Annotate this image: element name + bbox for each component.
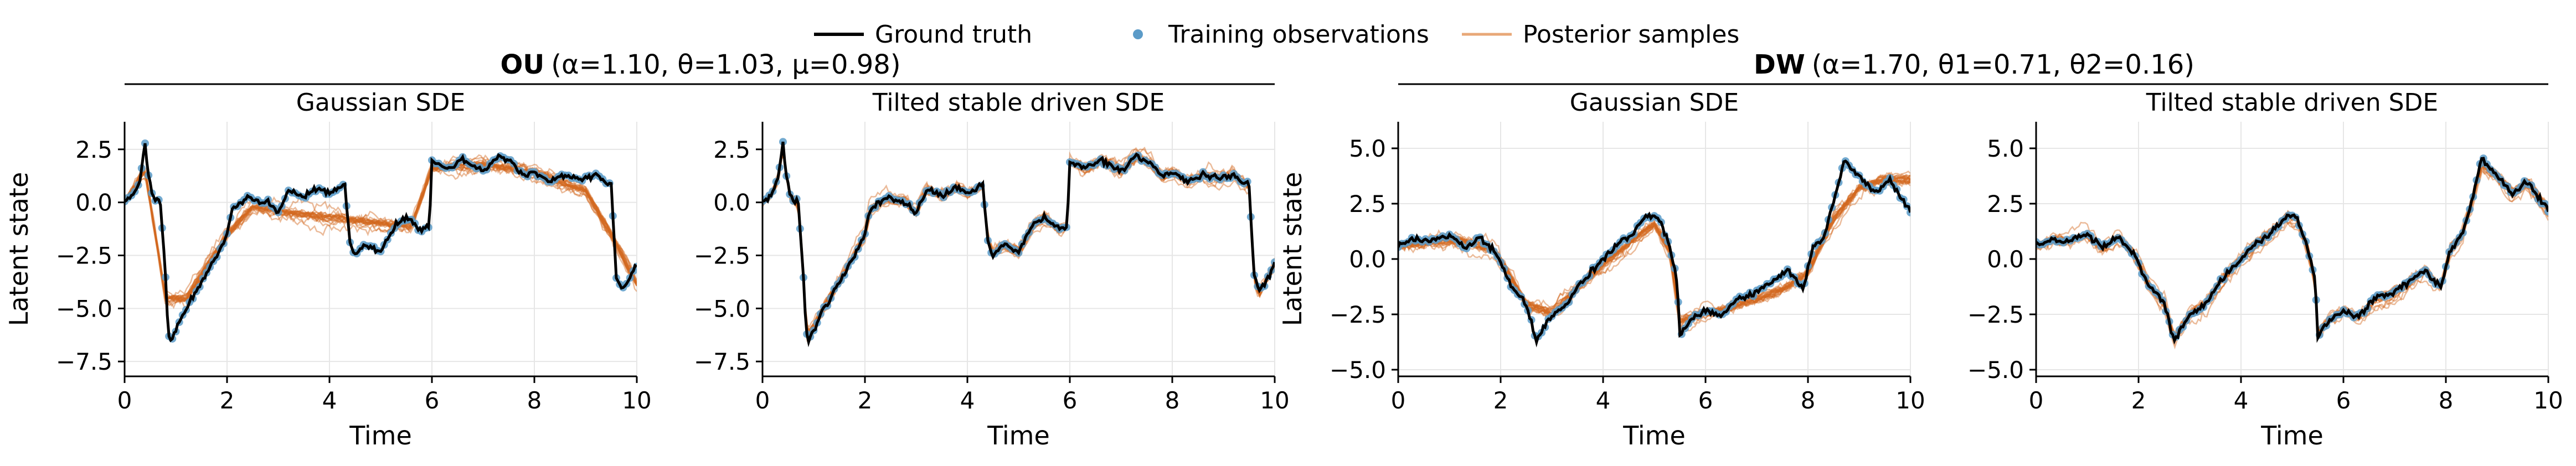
x-tick-label: 6 — [425, 387, 440, 414]
x-tick-label: 10 — [1260, 387, 1289, 414]
y-tick-label: −5.0 — [1967, 356, 2024, 384]
ground-truth-line — [1398, 159, 1910, 348]
x-tick-label: 0 — [117, 387, 132, 414]
x-tick-label: 2 — [2131, 387, 2146, 414]
y-tick-label: −7.5 — [694, 348, 750, 375]
x-tick-label: 0 — [755, 387, 770, 414]
group-title-ou-bold: OU — [500, 49, 544, 80]
posterior-sample-line — [2036, 164, 2548, 339]
posterior-sample-line — [2036, 165, 2548, 340]
posterior-sample-line — [125, 154, 637, 299]
group-title-dw-params: (α=1.70, θ1=0.71, θ2=0.16) — [1812, 49, 2194, 80]
ground-truth-line — [763, 141, 1275, 348]
x-tick-label: 8 — [2439, 387, 2454, 414]
training-observations — [125, 139, 637, 343]
x-tick-label: 4 — [960, 387, 975, 414]
y-tick-label: 2.5 — [1987, 190, 2024, 218]
posterior-sample-line — [2036, 170, 2548, 350]
x-tick-label: 6 — [1698, 387, 1713, 414]
x-tick-label: 0 — [2029, 387, 2044, 414]
panel-title: Gaussian SDE — [296, 89, 465, 117]
y-tick-label: 2.5 — [75, 136, 112, 163]
y-tick-label: −5.0 — [1330, 356, 1386, 384]
panel-4: 0 2 4 6 8 10 −5.0 −2.5 0.0 2.5 5.0 Tilted stable dr… — [1967, 89, 2563, 451]
group-title-dw-bold: DW — [1754, 49, 1805, 80]
x-tick-label: 10 — [2533, 387, 2563, 414]
legend-samples-label: Posterior samples — [1523, 20, 1739, 49]
panel-title: Tilted stable driven SDE — [2146, 89, 2438, 117]
x-tick-label: 6 — [2336, 387, 2351, 414]
y-tick-label: −5.0 — [56, 295, 112, 322]
x-tick-label: 8 — [1801, 387, 1816, 414]
x-tick-label: 2 — [858, 387, 873, 414]
plot-area — [125, 139, 637, 343]
panel-1: 0 2 4 6 8 10 −7.5 −5.0 −2.5 0.0 2.5 Gaussian SDE Tim… — [4, 89, 652, 451]
x-tick-label: 10 — [622, 387, 651, 414]
x-tick-label: 2 — [1493, 387, 1508, 414]
x-tick-label: 4 — [2234, 387, 2249, 414]
legend-truth-label: Ground truth — [875, 20, 1032, 49]
x-tick-label: 8 — [527, 387, 542, 414]
y-tick-label: −5.0 — [694, 295, 750, 322]
legend: Ground truth Training observations Poste… — [814, 20, 1739, 49]
posterior-sample-line — [2036, 164, 2548, 343]
plot-area — [763, 138, 1275, 348]
training-observations — [2036, 154, 2548, 341]
y-tick-label: −2.5 — [1330, 301, 1386, 328]
y-tick-label: −2.5 — [1967, 301, 2024, 328]
posterior-samples — [2036, 159, 2548, 350]
x-tick-label: 4 — [322, 387, 337, 414]
x-axis-label: Time — [987, 421, 1050, 451]
x-tick-label: 4 — [1596, 387, 1611, 414]
y-tick-label: 0.0 — [713, 189, 750, 216]
group-headers: OU (α=1.10, θ=1.03, μ=0.98) DW (α=1.70, θ1… — [125, 49, 2548, 85]
posterior-sample-line — [2036, 163, 2548, 340]
y-tick-label: −2.5 — [56, 242, 112, 270]
legend-obs-label: Training observations — [1168, 20, 1429, 49]
y-tick-label: −2.5 — [694, 242, 750, 270]
y-axis-label: Latent state — [4, 172, 34, 327]
x-tick-label: 0 — [1391, 387, 1406, 414]
plot-area — [1398, 157, 1910, 348]
training-observations — [763, 138, 1275, 341]
panels: 0 2 4 6 8 10 −7.5 −5.0 −2.5 0.0 2.5 Gaussian SDE Tim… — [4, 89, 2563, 451]
panel-3: 0 2 4 6 8 10 −5.0 −2.5 0.0 2.5 5.0 Gaussian SDE Time… — [1277, 89, 1925, 451]
x-axis-label: Time — [349, 421, 412, 451]
y-tick-label: 0.0 — [1349, 246, 1386, 273]
group-title-dw: DW (α=1.70, θ1=0.71, θ2=0.16) — [1754, 49, 2194, 80]
posterior-sample-line — [1398, 175, 1910, 322]
group-title-ou: OU (α=1.10, θ=1.03, μ=0.98) — [500, 49, 900, 80]
x-tick-label: 2 — [220, 387, 235, 414]
x-axis-label: Time — [2260, 421, 2323, 451]
x-axis-label: Time — [1622, 421, 1686, 451]
panel-2: 0 2 4 6 8 10 −7.5 −5.0 −2.5 0.0 2.5 Tilted stable d… — [694, 89, 1290, 451]
posterior-sample-line — [125, 159, 637, 300]
ground-truth-line — [2036, 157, 2548, 345]
plot-area — [2036, 154, 2548, 350]
x-tick-label: 6 — [1063, 387, 1078, 414]
y-tick-label: 2.5 — [713, 136, 750, 163]
posterior-sample-line — [2036, 159, 2548, 347]
y-axis-label: Latent state — [1277, 172, 1307, 327]
legend-obs-swatch — [1133, 29, 1143, 39]
y-tick-label: 5.0 — [1349, 135, 1386, 162]
y-tick-label: 2.5 — [1349, 190, 1386, 218]
y-tick-label: −7.5 — [56, 348, 112, 375]
y-tick-label: 0.0 — [75, 189, 112, 216]
panel-title: Tilted stable driven SDE — [872, 89, 1165, 117]
posterior-sample-line — [1398, 172, 1910, 324]
group-title-ou-params: (α=1.10, θ=1.03, μ=0.98) — [551, 49, 900, 80]
posterior-sample-line — [2036, 162, 2548, 339]
ground-truth-line — [125, 143, 637, 343]
y-tick-label: 0.0 — [1987, 246, 2024, 273]
x-tick-label: 8 — [1165, 387, 1180, 414]
posterior-sample-line — [2036, 162, 2548, 341]
posterior-sample-line — [2036, 165, 2548, 339]
panel-title: Gaussian SDE — [1570, 89, 1739, 117]
y-tick-label: 5.0 — [1987, 135, 2024, 162]
x-tick-label: 10 — [1895, 387, 1925, 414]
